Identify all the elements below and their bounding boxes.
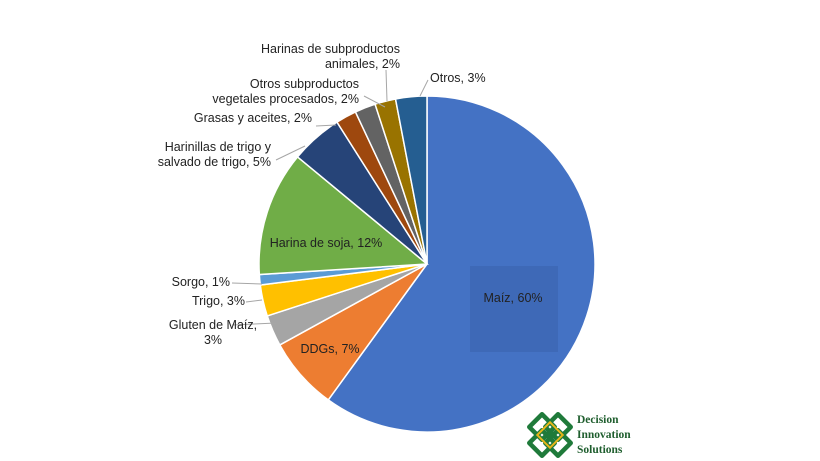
leader-line-harinillas-de-trigo-y-salvado-de-trigo	[275, 145, 306, 161]
slice-label-maiz: Maíz, 60%	[483, 291, 542, 305]
maiz-label-highlight	[470, 266, 558, 352]
knot-logo-icon	[527, 412, 573, 458]
slice-label-harinillas-de-trigo-y-salvado-de-trigo: Harinillas de trigo y salvado de trigo, 5…	[158, 140, 272, 169]
slice-label-grasas-y-aceites: Grasas y aceites, 2%	[194, 111, 312, 125]
pie-slice-harina-de-soja	[258, 155, 429, 276]
slice-label-otros: Otros, 3%	[430, 71, 486, 85]
leader-line-otros-subproductos-vegetales-procesados	[363, 95, 386, 108]
slice-label-otros-subproductos-vegetales-procesados: Otros subproductos vegetales procesados, …	[212, 77, 359, 106]
leader-line-otros	[419, 79, 429, 97]
logo-text-line3: Solutions	[577, 444, 623, 456]
slice-label-harina-de-soja: Harina de soja, 12%	[270, 236, 383, 250]
logo-text-line1: Decision	[577, 414, 619, 426]
slice-labels: Maíz, 60% DDGs, 7% Gluten de Maíz, 3% Trigo,…	[158, 42, 543, 356]
leader-line-grasas-y-aceites	[315, 124, 337, 127]
leader-line-harinas-de-subproductos-animales	[385, 69, 388, 102]
slice-label-ddgs: DDGs, 7%	[300, 342, 359, 356]
leader-line-trigo	[245, 299, 263, 303]
logo-text-line2: Innovation	[577, 429, 631, 441]
slice-label-gluten-de-maiz: Gluten de Maíz, 3%	[169, 318, 257, 347]
slice-label-harinas-de-subproductos-animales: Harinas de subproductos animales, 2%	[261, 42, 400, 71]
pie-slice-otros	[394, 95, 428, 265]
slice-label-sorgo: Sorgo, 1%	[172, 275, 230, 289]
leader-line-gluten-de-maiz	[231, 322, 277, 326]
slice-label-trigo: Trigo, 3%	[192, 294, 245, 308]
company-logo: Decision Innovation Solutions	[527, 412, 677, 458]
leader-line-sorgo	[231, 282, 263, 285]
pie-slices	[258, 95, 596, 433]
leader-lines	[231, 69, 429, 326]
